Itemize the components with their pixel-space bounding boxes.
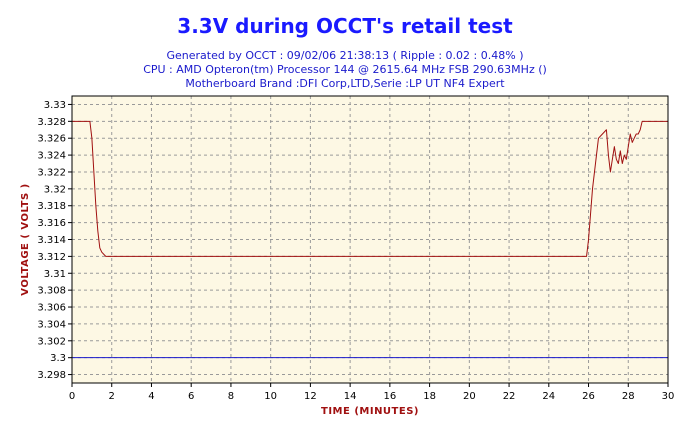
cpu-info: CPU : AMD Opteron(tm) Processor 144 @ 26… — [143, 63, 547, 76]
x-axis-label: TIME (MINUTES) — [321, 406, 419, 417]
x-tick-label: 22 — [503, 391, 516, 402]
x-tick-label: 12 — [304, 391, 317, 402]
x-tick-label: 20 — [463, 391, 476, 402]
x-tick-label: 24 — [542, 391, 555, 402]
x-tick-label: 10 — [264, 391, 277, 402]
x-tick-label: 26 — [582, 391, 595, 402]
y-axis-ticks: 3.298 3.3 3.302 3.304 3.306 3.308 3.31 3.312 3.3… — [37, 100, 72, 381]
y-tick-label: 3.316 — [37, 218, 66, 229]
x-tick-label: 0 — [69, 391, 75, 402]
y-tick-label: 3.304 — [37, 319, 66, 330]
plot-area — [72, 96, 668, 383]
y-tick-label: 3.32 — [44, 184, 66, 195]
y-tick-label: 3.324 — [37, 151, 66, 162]
x-tick-label: 8 — [228, 391, 234, 402]
y-tick-label: 3.302 — [37, 336, 66, 347]
x-tick-label: 18 — [423, 391, 436, 402]
y-tick-label: 3.33 — [44, 100, 66, 111]
y-tick-label: 3.298 — [37, 370, 66, 381]
y-tick-label: 3.3 — [50, 353, 66, 364]
motherboard-info: Motherboard Brand :DFI Corp,LTD,Serie :L… — [185, 77, 505, 90]
x-tick-label: 4 — [148, 391, 154, 402]
x-tick-label: 2 — [109, 391, 115, 402]
y-tick-label: 3.314 — [37, 235, 66, 246]
y-tick-label: 3.322 — [37, 167, 66, 178]
generated-info: Generated by OCCT : 09/02/06 21:38:13 ( … — [166, 49, 524, 62]
y-tick-label: 3.326 — [37, 134, 66, 145]
x-tick-label: 16 — [383, 391, 396, 402]
x-tick-label: 14 — [344, 391, 357, 402]
series-layer — [72, 120, 668, 359]
chart-title: 3.3V during OCCT's retail test — [177, 14, 513, 38]
x-axis-ticks: 0 2 4 6 8 10 12 14 16 18 20 22 24 26 28 30 — [69, 383, 675, 402]
y-axis-label: VOLTAGE ( VOLTS ) — [20, 183, 31, 296]
y-tick-label: 3.312 — [37, 252, 66, 263]
y-tick-label: 3.308 — [37, 286, 66, 297]
voltage-series-line — [72, 120, 668, 257]
x-tick-label: 6 — [188, 391, 194, 402]
y-tick-label: 3.31 — [44, 269, 66, 280]
y-tick-label: 3.318 — [37, 201, 66, 212]
y-tick-label: 3.306 — [37, 303, 66, 314]
y-tick-label: 3.328 — [37, 117, 66, 128]
x-tick-label: 30 — [662, 391, 675, 402]
x-tick-label: 28 — [622, 391, 635, 402]
